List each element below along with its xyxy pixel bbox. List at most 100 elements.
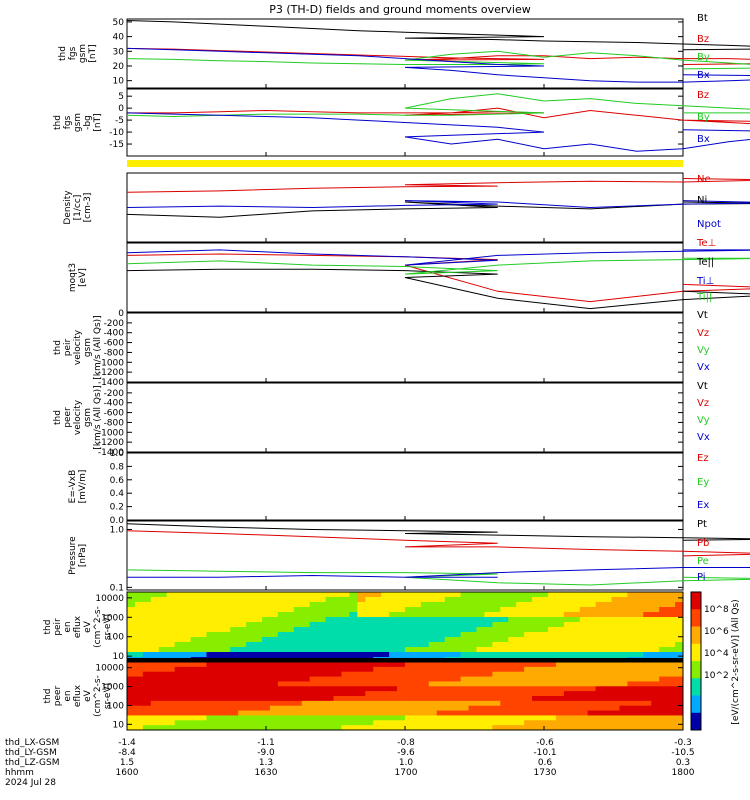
spectrogram-cell	[341, 700, 350, 707]
spectrogram-cell	[667, 612, 676, 618]
spectrogram-cell	[325, 632, 335, 638]
colorbar-segment	[691, 609, 701, 627]
spectrogram-cell	[246, 607, 255, 613]
spectrogram-cell	[381, 607, 390, 613]
spectrogram-cell	[468, 632, 477, 638]
y-axis-label: (cm^2-s-	[93, 675, 103, 717]
spectrogram-cell	[301, 592, 311, 598]
spectrogram-cell	[428, 666, 438, 673]
spectrogram-cell	[222, 725, 231, 731]
legend-label: Vx	[697, 432, 710, 443]
spectrogram-cell	[579, 671, 589, 678]
spectrogram-cell	[198, 637, 207, 643]
spectrogram-cell	[166, 597, 176, 603]
spectrogram-cell	[595, 662, 605, 668]
spectrogram-cell	[651, 720, 660, 726]
spectrogram-cell	[309, 686, 319, 692]
spectrogram-cell	[619, 691, 628, 697]
spectrogram-cell	[412, 700, 422, 707]
spectrogram-cell	[230, 647, 239, 653]
spectrogram-cell	[635, 617, 644, 623]
spectrogram-cell	[198, 627, 207, 633]
spectrogram-cell	[182, 632, 192, 638]
spectrogram-cell	[357, 700, 366, 707]
spectrogram-cell	[317, 637, 327, 643]
spectrogram-cell	[627, 607, 636, 613]
spectrogram-cell	[238, 705, 247, 712]
spectrogram-cell	[206, 627, 215, 633]
spectrogram-cell	[198, 607, 207, 613]
spectrogram-cell	[341, 637, 350, 643]
spectrogram-cell	[468, 666, 477, 673]
spectrogram-cell	[333, 725, 342, 731]
spectrogram-cell	[182, 700, 192, 707]
spectrogram-cell	[357, 607, 366, 613]
spectrogram-cell	[492, 691, 501, 697]
spectrogram-cell	[627, 686, 636, 692]
spectrogram-cell	[436, 686, 446, 692]
legend-label: Vy	[697, 415, 710, 426]
spectrogram-cell	[675, 696, 684, 702]
spectrogram-cell	[158, 632, 168, 638]
spectrogram-cell	[262, 612, 271, 618]
x-tick-value: 1.5	[120, 758, 134, 768]
spectrogram-cell	[659, 671, 668, 678]
spectrogram-cell	[468, 700, 477, 707]
spectrogram-cell	[563, 642, 573, 648]
spectrogram-cell	[619, 602, 628, 608]
spectrogram-cell	[333, 691, 342, 697]
spectrogram-cell	[508, 666, 517, 673]
spectrogram-cell	[412, 666, 422, 673]
spectrogram-cell	[547, 681, 557, 687]
spectrogram-cell	[675, 637, 684, 643]
spectrogram-cell	[508, 720, 517, 726]
spectrogram-cell	[357, 710, 366, 716]
spectrogram-cell	[547, 666, 557, 673]
spectrogram-cell	[317, 715, 327, 721]
spectrogram-cell	[262, 696, 271, 702]
spectrogram-cell	[492, 612, 501, 618]
spectrogram-cell	[587, 602, 597, 608]
spectrogram-cell	[206, 720, 215, 726]
spectrogram-cell	[150, 647, 160, 653]
spectrogram-cell	[516, 696, 525, 702]
spectrogram-cell	[150, 607, 160, 613]
spectrogram-cell	[206, 705, 215, 712]
spectrogram-cell	[563, 710, 573, 716]
spectrogram-cell	[500, 602, 509, 608]
spectrogram-cell	[651, 671, 660, 678]
spectrogram-cell	[365, 612, 374, 618]
spectrogram-cell	[643, 642, 652, 648]
spectrogram-cell	[587, 691, 597, 697]
spectrogram-cell	[460, 642, 470, 648]
spectrogram-cell	[452, 612, 462, 618]
spectrogram-cell	[516, 700, 525, 707]
spectrogram-cell	[603, 637, 613, 643]
spectrogram-cell	[643, 617, 652, 623]
spectrogram-cell	[134, 612, 144, 618]
spectrogram-cell	[667, 642, 676, 648]
spectrogram-cell	[452, 642, 462, 648]
spectrogram-cell	[134, 622, 144, 628]
spectrogram-cell	[349, 666, 358, 673]
spectrogram-cell	[182, 602, 192, 608]
spectrogram-cell	[587, 710, 597, 716]
spectrogram-cell	[420, 710, 430, 716]
spectrogram-cell	[484, 686, 493, 692]
spectrogram-cell	[389, 622, 398, 628]
spectrogram-cell	[476, 602, 485, 608]
spectrogram-cell	[611, 725, 620, 731]
spectrogram-cell	[142, 632, 152, 638]
spectrogram-cell	[349, 632, 358, 638]
spectrogram-cell	[190, 686, 199, 692]
spectrogram-cell	[373, 691, 382, 697]
spectrogram-cell	[516, 676, 525, 682]
spectrogram-cell	[405, 725, 414, 731]
x-axis-block: thd_LX-GSM -1.4 -1.1 -0.8 -0.6 -0.3thd_LY-GSM…	[5, 738, 695, 788]
spectrogram-cell	[230, 705, 239, 712]
spectrogram-cell	[277, 607, 287, 613]
spectrogram-cell	[333, 666, 342, 673]
spectrogram-cell	[675, 642, 684, 648]
spectrogram-cell	[508, 681, 517, 687]
spectrogram-cell	[134, 715, 144, 721]
